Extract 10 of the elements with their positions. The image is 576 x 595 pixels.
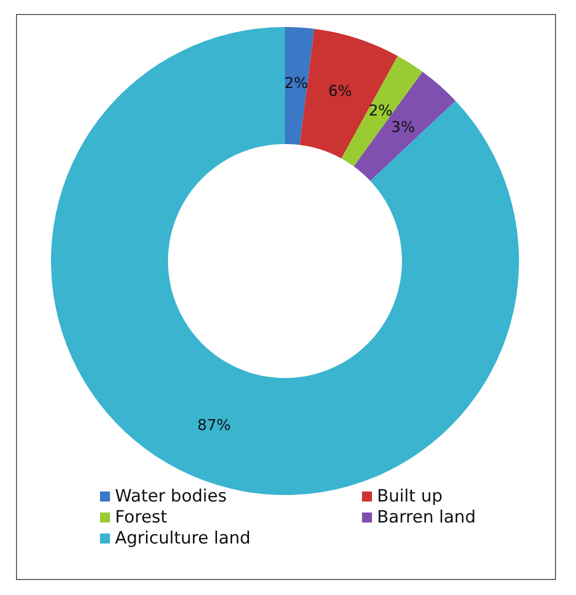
legend-label: Barren land [377, 508, 476, 528]
data-label: 3% [391, 118, 415, 136]
data-label: 87% [197, 416, 231, 434]
data-label: 2% [368, 101, 393, 120]
legend-label: Agriculture land [115, 528, 251, 548]
data-label: 6% [328, 82, 352, 100]
legend-label: Built up [377, 486, 443, 506]
legend-label: Forest [115, 508, 168, 528]
legend-label: Water bodies [115, 486, 227, 506]
data-label: 2% [284, 74, 308, 92]
